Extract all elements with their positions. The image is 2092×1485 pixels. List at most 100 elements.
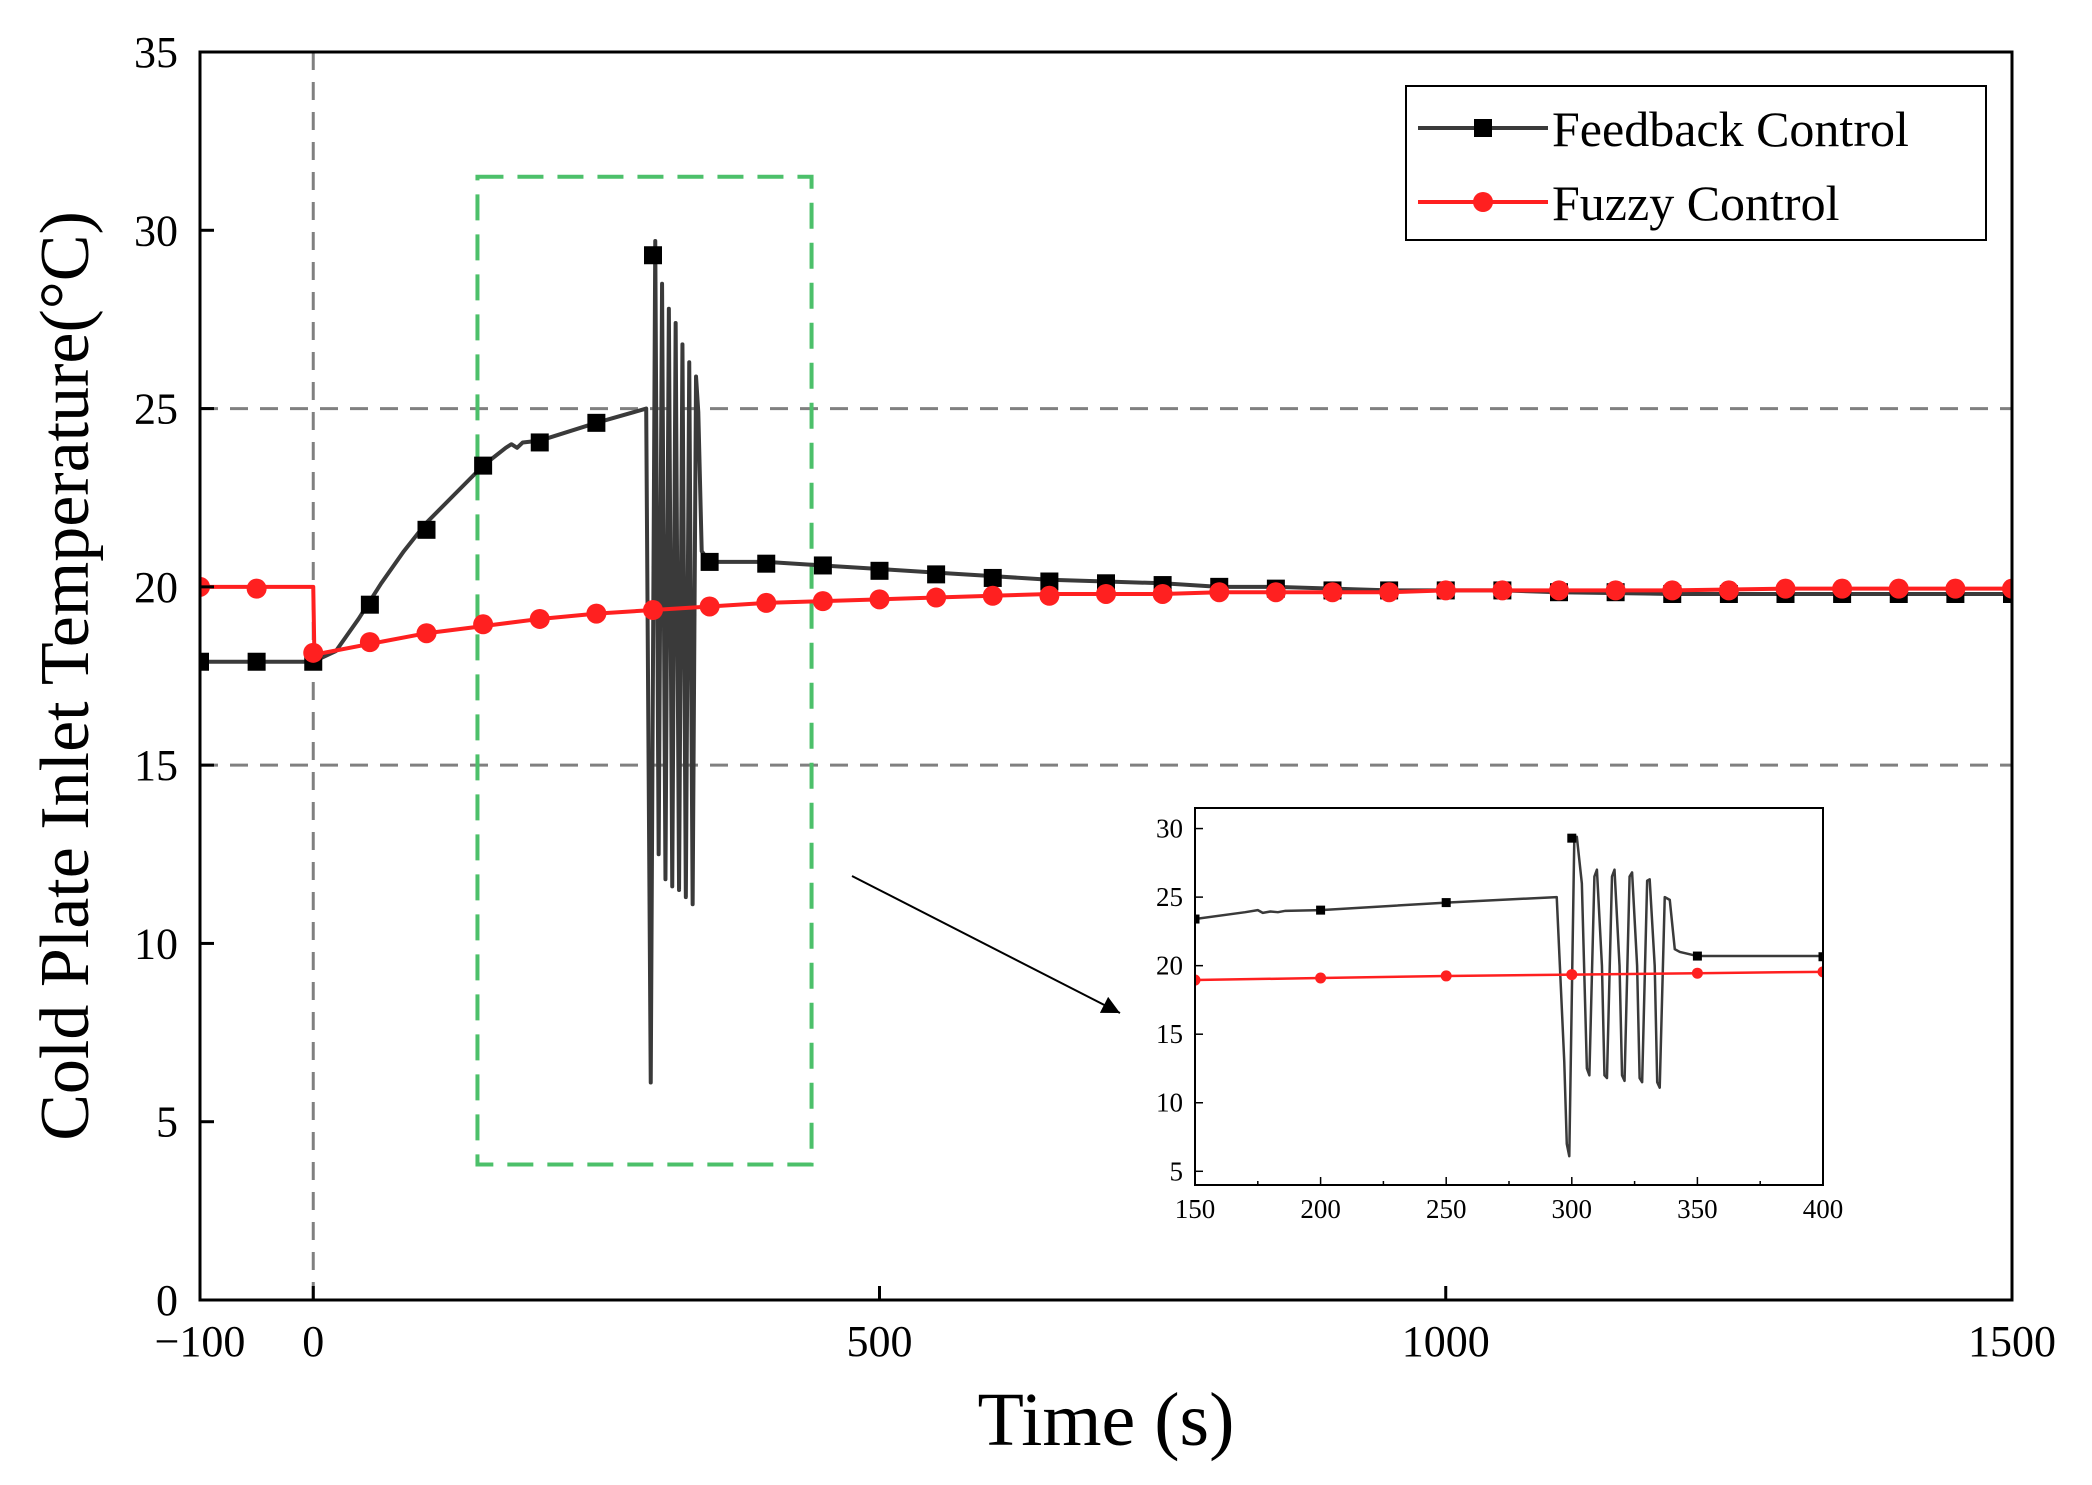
x-tick-label: −100 — [155, 1317, 246, 1366]
data-point-fuzzy-control — [1379, 582, 1400, 603]
data-point-fuzzy-control — [1775, 578, 1796, 599]
data-point-fuzzy-control — [1691, 967, 1703, 979]
data-point-fuzzy-control — [1315, 972, 1327, 984]
y-tick-label: 35 — [134, 28, 178, 77]
data-point-fuzzy-control — [1817, 966, 1823, 978]
data-point-feedback-control — [927, 565, 946, 584]
series-line-fuzzy-control — [1195, 970, 1823, 982]
y-tick-label: 15 — [1156, 1019, 1183, 1049]
x-tick-label: 300 — [1552, 1194, 1593, 1224]
data-point-fuzzy-control — [1322, 582, 1343, 603]
x-tick-label: 150 — [1175, 1194, 1216, 1224]
data-point-fuzzy-control — [1605, 580, 1626, 601]
inset-series-group — [1195, 833, 1823, 1158]
y-axis-title: Cold Plate Inlet Temperature(°C) — [27, 211, 104, 1141]
data-point-fuzzy-control — [926, 587, 947, 608]
data-point-feedback-control — [700, 552, 719, 571]
data-point-fuzzy-control — [359, 632, 380, 653]
data-point-fuzzy-control — [1195, 974, 1201, 986]
zoom-region — [475, 174, 814, 1167]
inset-background — [1195, 808, 1823, 1185]
y-axis-ticks: 0 5 10 15 20 25 30 35 — [134, 28, 214, 1325]
data-point-fuzzy-control — [1662, 580, 1683, 601]
data-point-feedback-control — [813, 556, 832, 575]
data-point-fuzzy-control — [529, 608, 550, 629]
x-axis-ticks: −100 0 500 1000 1500 — [155, 1286, 2056, 1366]
data-point-fuzzy-control — [1209, 582, 1230, 603]
y-tick-label: 15 — [134, 741, 178, 790]
data-point-fuzzy-control — [1549, 580, 1569, 601]
data-point-fuzzy-control — [1265, 582, 1286, 603]
data-point-feedback-control — [757, 554, 776, 573]
y-tick-label: 5 — [1170, 1156, 1184, 1186]
data-point-fuzzy-control — [246, 578, 267, 599]
data-point-fuzzy-control — [1718, 580, 1739, 601]
inset-plot: 150 200 250 300 350 400 5 10 15 20 25 30 — [1156, 807, 1844, 1224]
legend-frame — [1405, 85, 1987, 241]
data-point-fuzzy-control — [869, 589, 890, 610]
data-point-feedback-control — [474, 456, 493, 475]
x-tick-label: 500 — [847, 1317, 913, 1366]
legend-label-feedback: Feedback Control — [1552, 101, 1909, 157]
data-point-feedback-control — [1040, 572, 1059, 591]
data-point-fuzzy-control — [586, 603, 607, 624]
data-point-feedback-control — [200, 652, 209, 671]
legend-marker-feedback — [1474, 119, 1492, 137]
data-point-feedback-control — [1567, 833, 1577, 843]
legend-marker-fuzzy — [1473, 192, 1493, 212]
inset-y-axis-ticks: 5 10 15 20 25 30 — [1156, 814, 1203, 1186]
data-point-fuzzy-control — [1435, 580, 1456, 601]
data-point-feedback-control — [1441, 898, 1451, 908]
data-point-fuzzy-control — [699, 596, 720, 617]
legend-entry-fuzzy: Fuzzy Control — [1418, 175, 1839, 231]
data-point-feedback-control — [1195, 914, 1200, 924]
y-tick-label: 20 — [134, 563, 178, 612]
zoom-arrow — [851, 875, 1121, 1014]
y-tick-label: 20 — [1156, 951, 1183, 981]
data-point-feedback-control — [360, 595, 379, 614]
data-point-fuzzy-control — [1492, 580, 1513, 601]
data-point-fuzzy-control — [1945, 578, 1966, 599]
data-point-feedback-control — [1316, 905, 1326, 915]
y-tick-label: 30 — [1156, 814, 1183, 844]
series-line-feedback-control — [1195, 835, 1823, 1158]
data-point-feedback-control — [417, 520, 436, 539]
data-point-fuzzy-control — [1440, 970, 1452, 982]
x-tick-label: 250 — [1426, 1194, 1467, 1224]
main-plot-frame — [198, 50, 2014, 1302]
data-point-fuzzy-control — [812, 591, 833, 612]
data-point-feedback-control — [247, 652, 266, 671]
y-tick-label: 25 — [1156, 882, 1183, 912]
data-point-feedback-control — [644, 246, 662, 265]
legend: Feedback Control Fuzzy Control — [1405, 85, 1987, 241]
inset-x-axis-ticks: 150 200 250 300 350 400 — [1175, 1177, 1844, 1224]
data-point-feedback-control — [530, 433, 549, 452]
data-point-fuzzy-control — [756, 592, 777, 613]
data-point-fuzzy-control — [303, 642, 324, 663]
main-series-group — [200, 238, 2012, 1085]
legend-entry-feedback: Feedback Control — [1418, 101, 1909, 157]
x-tick-label: 1500 — [1968, 1317, 2056, 1366]
y-tick-label: 25 — [134, 385, 178, 434]
y-tick-label: 10 — [134, 919, 178, 968]
x-tick-label: 400 — [1803, 1194, 1844, 1224]
data-point-fuzzy-control — [1888, 578, 1909, 599]
x-axis-title: Time (s) — [978, 1378, 1235, 1462]
y-tick-label: 30 — [134, 206, 178, 255]
data-point-feedback-control — [1692, 951, 1702, 961]
y-tick-label: 10 — [1156, 1088, 1183, 1118]
legend-label-fuzzy: Fuzzy Control — [1552, 175, 1839, 231]
data-point-fuzzy-control — [2002, 578, 2012, 599]
data-point-fuzzy-control — [416, 623, 437, 644]
y-tick-label: 0 — [156, 1276, 178, 1325]
data-point-fuzzy-control — [1096, 583, 1116, 604]
y-tick-label: 5 — [156, 1098, 178, 1147]
data-point-fuzzy-control — [643, 600, 663, 621]
x-tick-label: 350 — [1677, 1194, 1718, 1224]
data-point-feedback-control — [870, 561, 889, 580]
data-point-fuzzy-control — [1039, 585, 1060, 606]
data-point-fuzzy-control — [1152, 583, 1173, 604]
data-point-fuzzy-control — [1566, 969, 1578, 981]
data-point-feedback-control — [983, 568, 1002, 587]
